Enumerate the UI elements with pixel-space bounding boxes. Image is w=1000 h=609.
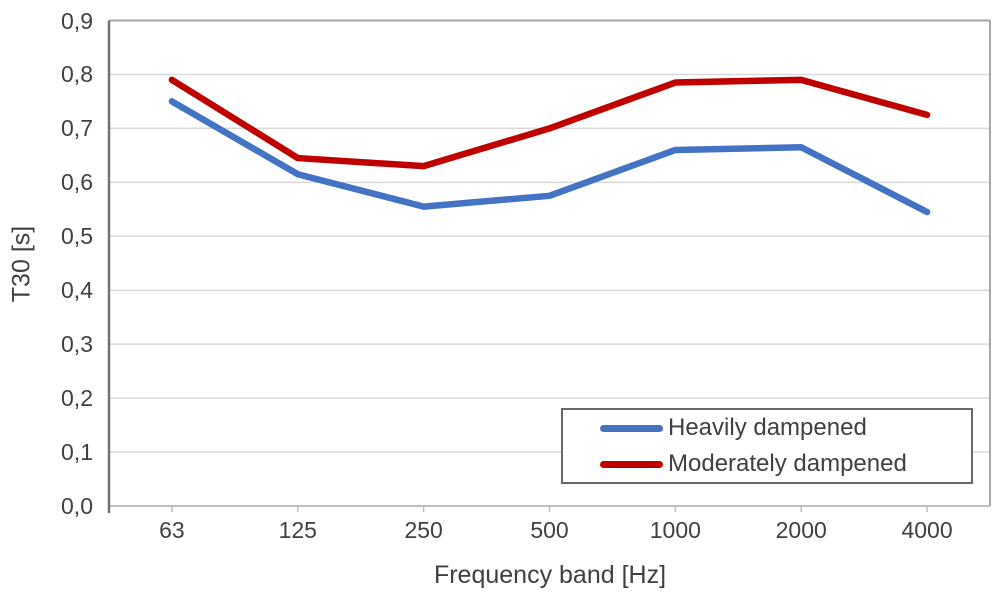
x-tick-label: 63 <box>159 517 185 543</box>
x-tick-label: 250 <box>404 517 443 543</box>
legend-line-swatch <box>600 460 663 468</box>
legend-label: Heavily dampened <box>668 414 867 441</box>
legend-line-swatch <box>600 424 663 432</box>
legend-item: Heavily dampened <box>563 410 971 446</box>
y-tick-label: 0,2 <box>61 385 93 412</box>
x-tick-label: 125 <box>278 517 317 543</box>
legend-label: Moderately dampened <box>668 450 907 477</box>
y-tick-label: 0,6 <box>61 169 93 196</box>
x-tick-label: 4000 <box>901 517 953 543</box>
legend: Heavily dampened Moderately dampened <box>561 408 973 484</box>
y-tick-label: 0,9 <box>61 7 93 34</box>
y-tick-label: 0,5 <box>61 223 93 250</box>
y-tick-label: 0,3 <box>61 331 93 358</box>
series-line-heavily-dampened <box>168 98 931 216</box>
x-axis-title: Frequency band [Hz] <box>433 561 667 589</box>
x-tick-label: 1000 <box>649 517 701 543</box>
x-tick-label: 500 <box>530 517 569 543</box>
series-line-moderately-dampened <box>168 76 931 170</box>
y-tick-label: 0,1 <box>61 439 93 466</box>
y-tick-label: 0,4 <box>61 277 93 304</box>
y-tick-label: 0,0 <box>61 493 93 519</box>
legend-item: Moderately dampened <box>563 446 971 482</box>
x-tick-label: 2000 <box>775 517 827 543</box>
y-tick-label: 0,8 <box>61 61 93 88</box>
y-tick-label: 0,7 <box>61 115 93 142</box>
y-axis-title: T30 [s] <box>7 225 36 303</box>
